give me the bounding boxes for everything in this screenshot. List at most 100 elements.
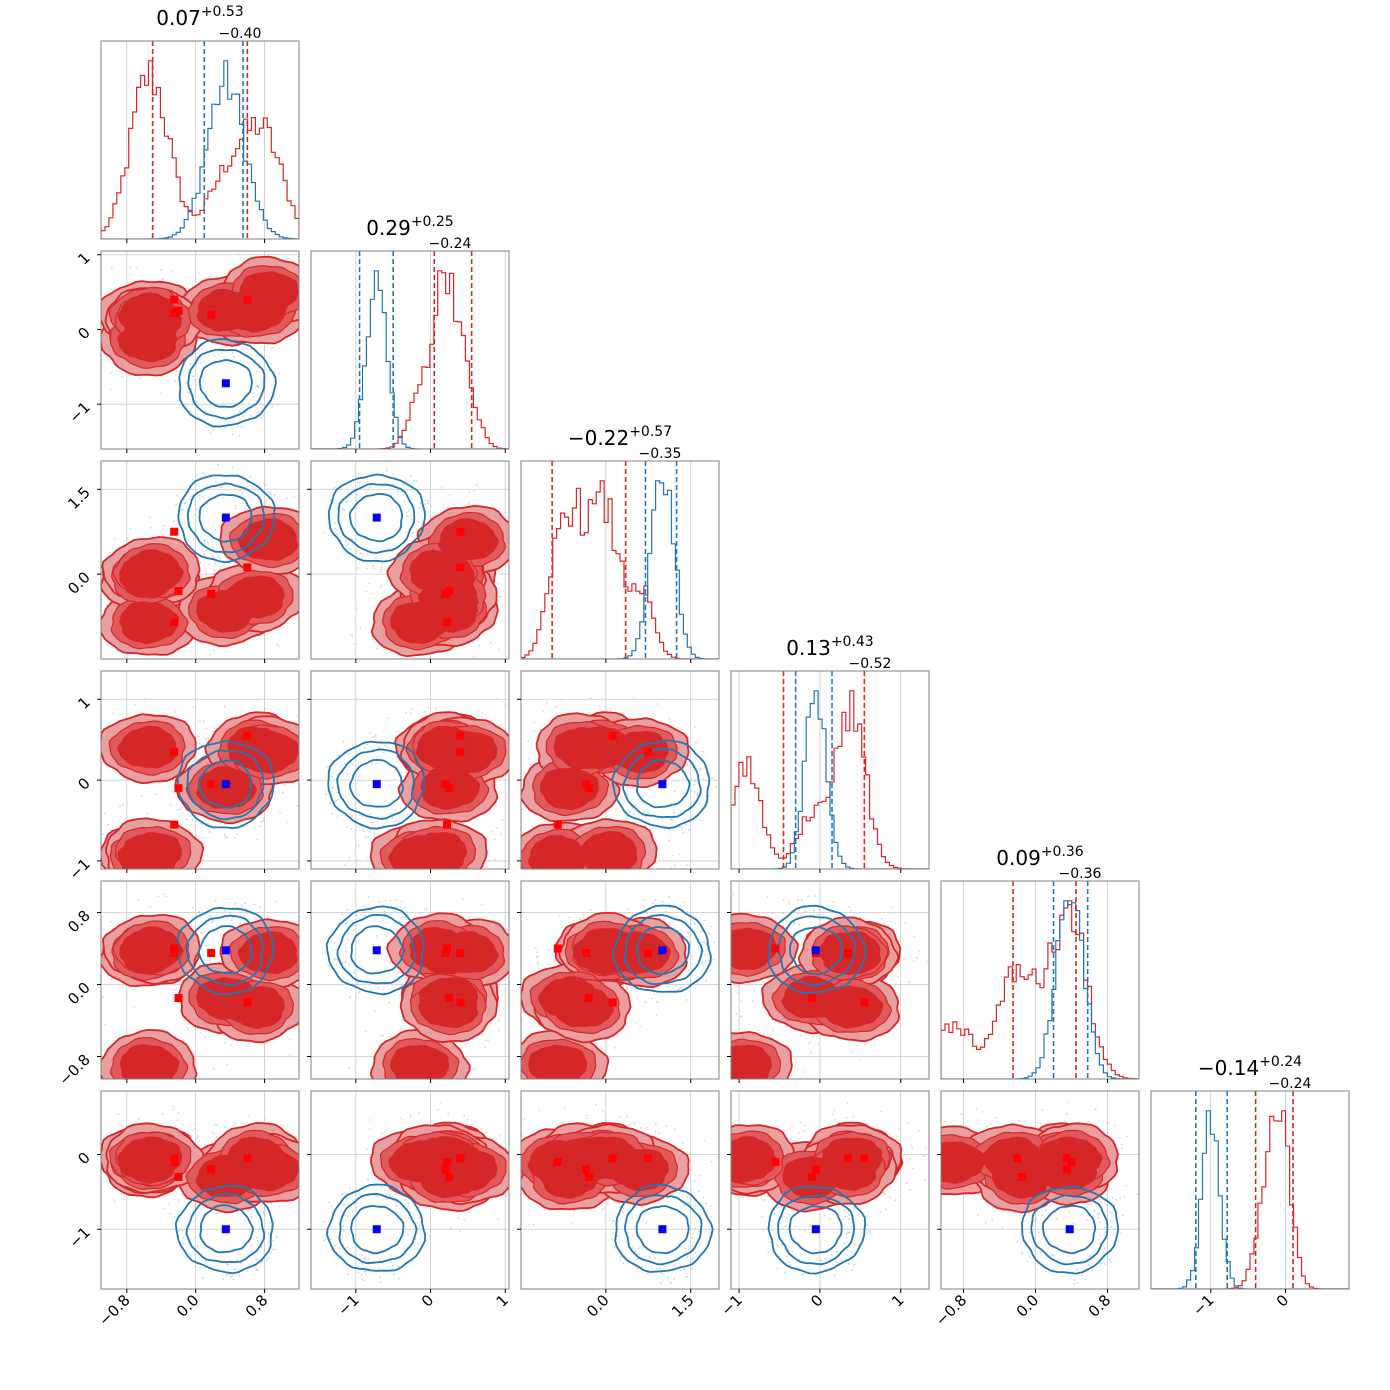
red-sample-dot	[201, 858, 204, 861]
red-sample-dot	[486, 865, 489, 868]
red-sample-dot	[192, 538, 195, 541]
red-sample-dot	[368, 582, 371, 585]
red-sample-dot	[281, 791, 284, 794]
red-sample-dot	[380, 1132, 383, 1135]
red-sample-dot	[317, 947, 319, 949]
blue-sample-dot	[334, 527, 337, 530]
blue-sample-dot	[203, 553, 206, 556]
blue-marker	[221, 1225, 230, 1234]
red-sample-dot	[285, 497, 288, 499]
red-sample-dot	[679, 904, 682, 907]
red-sample-dot	[125, 996, 128, 999]
blue-sample-dot	[260, 820, 263, 823]
red-sample-dot	[639, 873, 641, 875]
red-sample-dot	[609, 709, 612, 712]
blue-sample-dot	[413, 479, 416, 482]
red-sample-dot	[306, 705, 308, 707]
blue-sample-dot	[264, 484, 267, 486]
blue-sample-dot	[194, 513, 196, 516]
blue-sample-dot	[766, 1228, 768, 1230]
blue-sample-dot	[785, 1255, 788, 1258]
red-sample-dot	[490, 830, 493, 833]
blue-sample-dot	[263, 404, 265, 407]
red-sample-dot	[614, 808, 617, 811]
red-sample-dot	[223, 833, 226, 835]
red-sample-dot	[109, 920, 112, 923]
blue-sample-dot	[268, 490, 270, 493]
blue-sample-dot	[239, 488, 242, 491]
red-sample-dot	[721, 1163, 723, 1165]
blue-sample-dot	[679, 825, 681, 828]
red-sample-dot	[198, 742, 201, 745]
red-sample-dot	[905, 1182, 908, 1185]
blue-sample-dot	[685, 1247, 687, 1250]
red-sample-dot	[665, 1125, 668, 1128]
red-sample-dot	[373, 568, 376, 571]
blue-sample-dot	[358, 991, 360, 994]
red-sample-dot	[890, 920, 892, 923]
contour-panel-1-2	[307, 460, 510, 663]
red-sample-dot	[903, 958, 905, 961]
red-sample-dot	[320, 1206, 322, 1208]
red-marker	[860, 998, 869, 1007]
blue-sample-dot	[667, 1277, 669, 1280]
red-sample-dot	[72, 1178, 74, 1180]
blue-sample-dot	[210, 921, 213, 924]
blue-sample-dot	[380, 565, 383, 568]
blue-sample-dot	[347, 1273, 350, 1276]
red-sample-dot	[348, 857, 351, 860]
blue-sample-dot	[383, 913, 386, 915]
red-sample-dot	[191, 760, 194, 763]
red-sample-dot	[480, 1127, 483, 1130]
blue-sample-dot	[405, 1265, 408, 1268]
red-sample-dot	[329, 944, 331, 946]
red-sample-dot	[484, 871, 486, 873]
blue-sample-dot	[356, 567, 359, 569]
blue-sample-dot	[782, 912, 785, 915]
red-sample-dot	[804, 1071, 806, 1073]
red-sample-dot	[736, 992, 739, 995]
blue-sample-dot	[369, 486, 372, 488]
red-sample-dot	[161, 1122, 164, 1125]
blue-sample-dot	[347, 1215, 349, 1218]
red-sample-dot	[803, 1130, 806, 1133]
red-sample-dot	[364, 1030, 367, 1033]
blue-sample-dot	[417, 521, 420, 523]
red-sample-dot	[385, 959, 388, 962]
red-sample-dot	[87, 1133, 89, 1135]
red-sample-dot	[899, 1194, 902, 1197]
red-sample-dot	[193, 1122, 196, 1125]
red-sample-dot	[553, 890, 555, 892]
red-sample-dot	[763, 1199, 766, 1202]
blue-sample-dot	[709, 1205, 712, 1207]
panel-frame	[100, 40, 300, 240]
red-sample-dot	[157, 895, 160, 898]
red-sample-dot	[547, 963, 550, 966]
red-sample-dot	[301, 1043, 303, 1045]
blue-sample-dot	[694, 780, 697, 782]
red-sample-dot	[185, 382, 187, 384]
red-sample-dot	[401, 1119, 404, 1121]
red-sample-dot	[105, 1133, 108, 1136]
red-sample-dot	[405, 1088, 407, 1090]
red-sample-dot	[150, 527, 152, 529]
red-sample-dot	[234, 1123, 237, 1125]
red-sample-dot	[208, 831, 211, 834]
x-tick-label: 1.5	[668, 1291, 698, 1321]
blue-sample-dot	[177, 1229, 180, 1232]
red-sample-dot	[301, 325, 303, 327]
blue-sample-dot	[330, 1238, 332, 1241]
blue-sample-dot	[342, 740, 345, 743]
red-sample-dot	[639, 1126, 642, 1129]
blue-sample-dot	[195, 400, 198, 403]
red-sample-dot	[716, 1151, 718, 1153]
blue-sample-dot	[189, 1254, 191, 1257]
red-sample-dot	[149, 1103, 151, 1105]
blue-sample-dot	[776, 1267, 779, 1270]
red-sample-dot	[205, 727, 208, 730]
blue-sample-dot	[357, 981, 359, 984]
red-sample-dot	[308, 977, 310, 979]
red-sample-dot	[173, 1079, 175, 1081]
red-sample-dot	[385, 955, 388, 958]
blue-sample-dot	[800, 899, 803, 902]
